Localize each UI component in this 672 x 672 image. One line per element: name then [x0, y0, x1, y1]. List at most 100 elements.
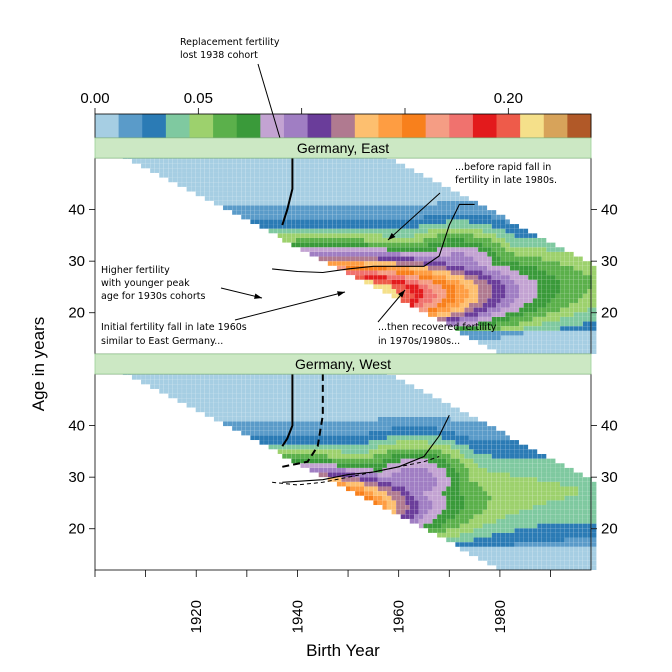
- heatmap-cell: [409, 275, 415, 280]
- heatmap-cell: [223, 196, 228, 201]
- heatmap-cell: [387, 477, 392, 482]
- heatmap-cell: [259, 402, 264, 408]
- heatmap-cell: [236, 421, 242, 427]
- heatmap-cell: [373, 467, 378, 473]
- heatmap-cell: [268, 384, 273, 389]
- heatmap-cell: [291, 412, 296, 417]
- heatmap-cell: [236, 398, 242, 403]
- heatmap-cell: [382, 173, 387, 178]
- heatmap-cell: [446, 505, 451, 510]
- heatmap-cell: [327, 402, 333, 408]
- heatmap-cell: [437, 505, 442, 510]
- heatmap-cell: [400, 205, 406, 211]
- heatmap-cell: [245, 389, 251, 394]
- heatmap-cell: [350, 467, 355, 473]
- heatmap-cell: [437, 275, 442, 280]
- heatmap-cell: [241, 205, 246, 211]
- heatmap-cell: [469, 481, 474, 487]
- heatmap-cell: [510, 289, 515, 294]
- heatmap-cell: [514, 565, 519, 570]
- heatmap-cell: [523, 270, 529, 276]
- heatmap-cell: [332, 453, 337, 459]
- heatmap-cell: [391, 384, 396, 389]
- heatmap-cell: [469, 284, 474, 290]
- heatmap-cell: [478, 491, 483, 496]
- heatmap-cell: [459, 486, 465, 492]
- heatmap-cell: [482, 426, 488, 431]
- heatmap-cell: [277, 205, 283, 211]
- heatmap-cell: [259, 219, 264, 225]
- heatmap-cell: [482, 298, 488, 303]
- heatmap-cell: [473, 330, 478, 336]
- heatmap-cell: [537, 298, 542, 303]
- heatmap-cell: [250, 163, 255, 169]
- heatmap-cell: [505, 546, 510, 552]
- heatmap-cell: [441, 435, 447, 441]
- heatmap-cell: [573, 256, 579, 262]
- heatmap-cell: [532, 523, 538, 529]
- heatmap-cell: [254, 163, 260, 169]
- heatmap-cell: [450, 200, 456, 206]
- heatmap-cell: [455, 477, 460, 482]
- heatmap-cell: [300, 191, 305, 197]
- heatmap-cell: [573, 349, 579, 354]
- heatmap-cell: [587, 509, 592, 515]
- heatmap-cell: [459, 435, 465, 441]
- heatmap-cell: [500, 505, 506, 510]
- heatmap-cell: [487, 289, 492, 294]
- heatmap-cell: [428, 237, 433, 243]
- heatmap-cell: [496, 444, 501, 450]
- heatmap-cell: [364, 486, 369, 492]
- heatmap-cell: [423, 177, 428, 183]
- heatmap-cell: [487, 435, 492, 441]
- heatmap-cell: [423, 289, 428, 294]
- heatmap-cell: [464, 196, 469, 201]
- heatmap-cell: [218, 177, 223, 183]
- heatmap-cell: [377, 275, 383, 280]
- heatmap-cell: [277, 379, 283, 385]
- heatmap-cell: [418, 416, 424, 422]
- heatmap-cell: [450, 477, 456, 482]
- heatmap-cell: [368, 407, 374, 413]
- heatmap-cell: [578, 340, 583, 345]
- heatmap-cell: [163, 384, 169, 389]
- heatmap-cell: [396, 247, 401, 252]
- heatmap-cell: [355, 233, 360, 238]
- heatmap-cell: [223, 168, 228, 173]
- heatmap-cell: [482, 270, 488, 276]
- heatmap-cell: [332, 177, 337, 183]
- heatmap-cell: [496, 477, 501, 482]
- heatmap-cell: [377, 472, 383, 478]
- heatmap-cell: [300, 435, 305, 441]
- heatmap-cell: [295, 440, 301, 445]
- heatmap-cell: [510, 449, 515, 454]
- heatmap-cell: [459, 237, 465, 243]
- heatmap-cell: [450, 486, 456, 492]
- heatmap-cell: [327, 219, 333, 225]
- heatmap-cell: [254, 159, 260, 164]
- heatmap-cell: [409, 210, 415, 215]
- heatmap-cell: [409, 293, 415, 299]
- heatmap-cell: [441, 233, 447, 238]
- heatmap-cell: [473, 537, 478, 543]
- heatmap-cell: [505, 335, 510, 341]
- heatmap-cell: [409, 265, 415, 271]
- heatmap-cell: [218, 402, 223, 408]
- heatmap-cell: [264, 402, 269, 408]
- heatmap-cell: [387, 444, 392, 450]
- heatmap-cell: [182, 177, 187, 183]
- heatmap-cell: [569, 270, 574, 276]
- heatmap-cell: [551, 472, 556, 478]
- heatmap-cell: [241, 398, 246, 403]
- heatmap-cell: [259, 191, 264, 197]
- heatmap-cell: [400, 293, 406, 299]
- heatmap-cell: [382, 275, 387, 280]
- heatmap-cell: [373, 200, 378, 206]
- heatmap-cell: [268, 196, 273, 201]
- heatmap-cell: [241, 168, 246, 173]
- heatmap-cell: [414, 302, 419, 308]
- heatmap-cell: [464, 237, 469, 243]
- heatmap-cell: [464, 449, 469, 454]
- heatmap-cell: [478, 477, 483, 482]
- color-key-swatch: [496, 114, 521, 138]
